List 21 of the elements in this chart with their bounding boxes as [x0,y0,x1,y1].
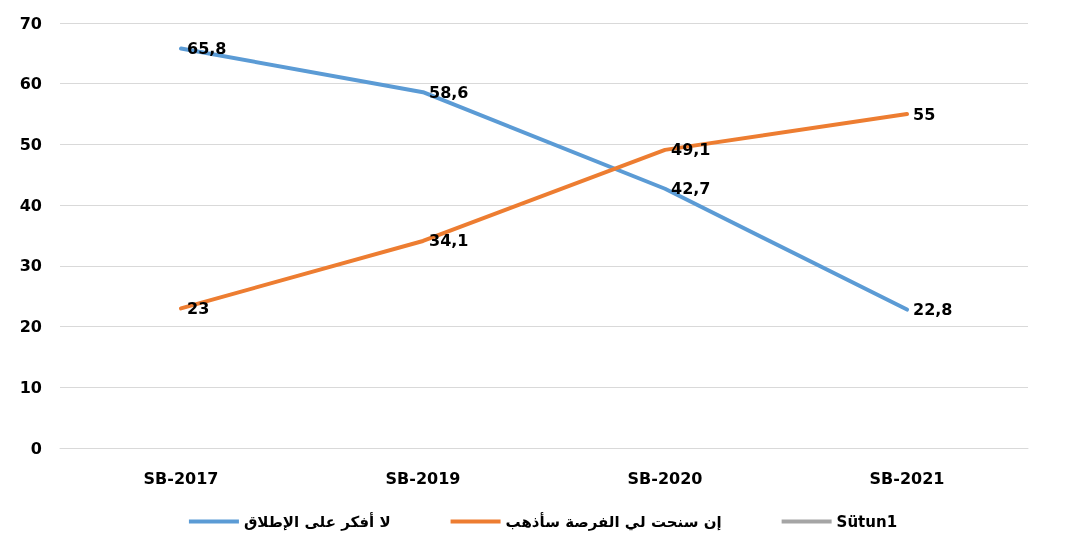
y-tick-label: 10 [19,377,42,397]
y-tick-label: 20 [19,317,42,337]
y-tick-label: 50 [19,134,42,154]
legend-label: Sütun1 [836,512,898,531]
x-tick-label: SB-2019 [385,468,461,488]
data-label: 23 [187,298,210,318]
y-tick-label: 60 [19,74,42,94]
x-tick-label: SB-2017 [143,468,219,488]
data-label: 55 [913,104,936,124]
y-tick-label: 40 [19,195,42,215]
legend-label: إن سنحت لي الفرصة سأذهب [505,511,722,531]
y-tick-label: 70 [19,13,42,33]
data-label: 22,8 [913,300,953,320]
data-label: 58,6 [429,82,469,102]
data-label: 42,7 [671,179,711,199]
y-tick-label: 30 [19,256,42,276]
y-tick-label: 0 [30,438,42,458]
x-tick-label: SB-2020 [627,468,703,488]
legend-label: لا أفكر على الإطلاق [243,511,391,531]
data-label: 34,1 [429,231,469,251]
x-tick-label: SB-2021 [869,468,945,488]
